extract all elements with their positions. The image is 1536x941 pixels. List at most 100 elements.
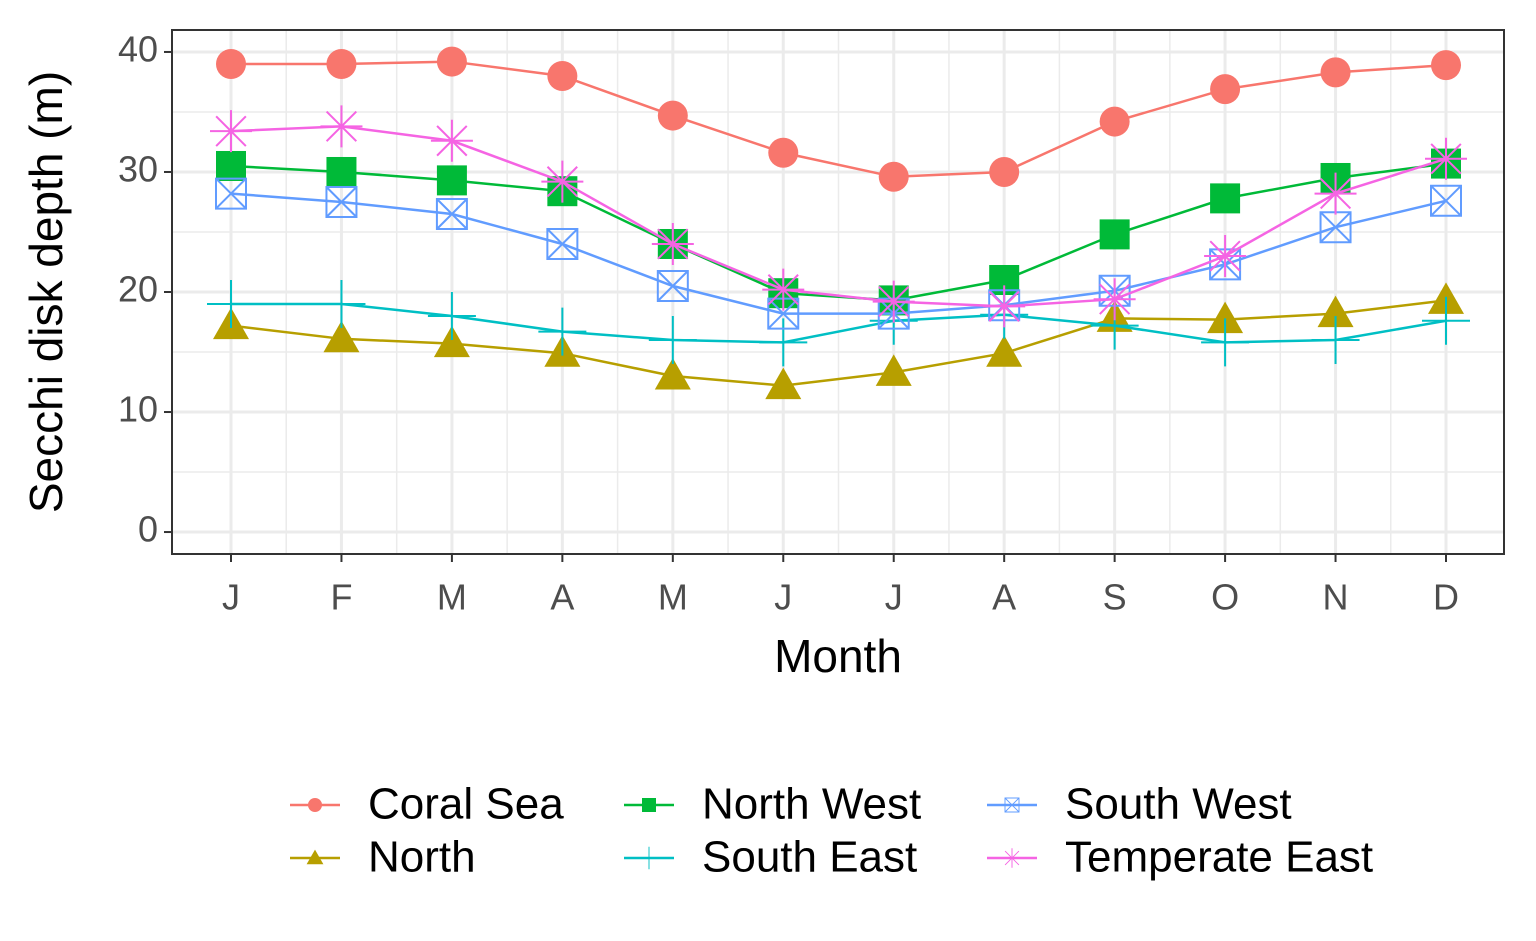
marker: [323, 320, 360, 353]
marker: [1311, 316, 1360, 365]
marker: [1201, 318, 1250, 367]
marker: [765, 367, 802, 400]
marker-shape: [1204, 234, 1247, 277]
x-tick-label: O: [1211, 577, 1239, 618]
marker-shape: [983, 285, 1026, 328]
marker: [1320, 57, 1351, 88]
y-tick-label: 20: [118, 269, 158, 310]
marker: [1002, 848, 1022, 868]
marker-shape: [648, 316, 697, 365]
marker-shape: [1425, 137, 1467, 180]
marker-shape: [1210, 74, 1241, 105]
y-tick-label: 30: [118, 148, 158, 189]
marker-shape: [433, 325, 470, 358]
marker: [1099, 219, 1130, 250]
marker: [648, 316, 697, 365]
x-tick-label: S: [1103, 577, 1127, 618]
marker: [759, 318, 808, 367]
series-line: [231, 60, 1447, 179]
legend-label: North: [368, 833, 476, 882]
marker-shape: [637, 846, 661, 870]
marker: [1099, 106, 1130, 137]
series-line: [230, 299, 1447, 387]
marker: [436, 46, 467, 77]
marker: [547, 60, 578, 91]
marker: [768, 137, 799, 168]
marker: [1430, 184, 1462, 217]
marker-shape: [989, 156, 1020, 187]
marker: [654, 358, 691, 390]
marker-shape: [435, 197, 468, 230]
marker: [1210, 183, 1241, 214]
marker-shape: [216, 150, 246, 181]
x-tick-label: F: [330, 577, 352, 618]
marker: [317, 280, 366, 329]
marker-shape: [1422, 296, 1470, 345]
marker: [762, 268, 805, 311]
marker-shape: [1317, 295, 1354, 328]
marker: [325, 185, 358, 218]
legend-label: South West: [1065, 780, 1292, 829]
marker: [436, 165, 467, 196]
marker: [1425, 137, 1467, 180]
marker: [651, 222, 694, 265]
legend-label: South East: [702, 833, 917, 882]
legend-label: North West: [702, 780, 921, 829]
marker: [637, 846, 661, 870]
marker: [326, 156, 357, 187]
series-line: [230, 125, 1447, 308]
marker-shape: [986, 335, 1023, 367]
marker-shape: [1210, 183, 1241, 214]
marker-shape: [762, 268, 805, 311]
marker-shape: [765, 367, 802, 400]
marker-shape: [1207, 301, 1244, 334]
marker: [657, 100, 688, 131]
marker: [983, 285, 1026, 328]
marker-shape: [427, 292, 476, 341]
marker-shape: [656, 269, 689, 302]
marker: [306, 849, 324, 865]
marker: [1319, 211, 1352, 244]
y-axis-title: Secchi disk depth (m): [20, 71, 72, 513]
x-axis-title: Month: [774, 630, 902, 682]
marker-shape: [207, 280, 255, 329]
y-tick-label: 10: [118, 389, 158, 430]
marker-shape: [642, 798, 656, 812]
marker-shape: [878, 161, 909, 192]
marker-shape: [306, 849, 324, 865]
marker: [986, 335, 1023, 367]
marker: [1093, 278, 1136, 321]
marker-shape: [1430, 184, 1462, 217]
marker-shape: [872, 280, 915, 323]
marker: [872, 280, 915, 323]
marker-shape: [317, 280, 366, 329]
marker-shape: [325, 185, 358, 218]
marker-shape: [1099, 219, 1130, 250]
marker: [427, 292, 476, 341]
x-tick-label: D: [1433, 577, 1459, 618]
marker-shape: [308, 798, 322, 812]
marker-shape: [436, 46, 467, 77]
marker: [1204, 234, 1247, 277]
legend-label: Temperate East: [1065, 833, 1373, 882]
marker: [430, 119, 473, 162]
y-tick-label: 0: [138, 509, 158, 550]
marker: [546, 227, 579, 260]
marker-shape: [1093, 278, 1136, 321]
marker-shape: [1004, 797, 1020, 813]
marker: [541, 160, 584, 203]
x-tick-label: A: [992, 577, 1016, 618]
marker: [210, 110, 252, 153]
marker-shape: [216, 48, 246, 79]
marker-shape: [1431, 50, 1461, 81]
marker-shape: [547, 60, 578, 91]
x-tick-label: A: [550, 577, 574, 618]
marker-shape: [210, 110, 252, 153]
marker: [1317, 295, 1354, 328]
marker-shape: [1314, 172, 1357, 215]
marker-shape: [320, 105, 363, 148]
marker-shape: [654, 358, 691, 390]
y-tick-label: 40: [118, 28, 158, 69]
marker: [308, 798, 322, 812]
marker: [320, 105, 363, 148]
